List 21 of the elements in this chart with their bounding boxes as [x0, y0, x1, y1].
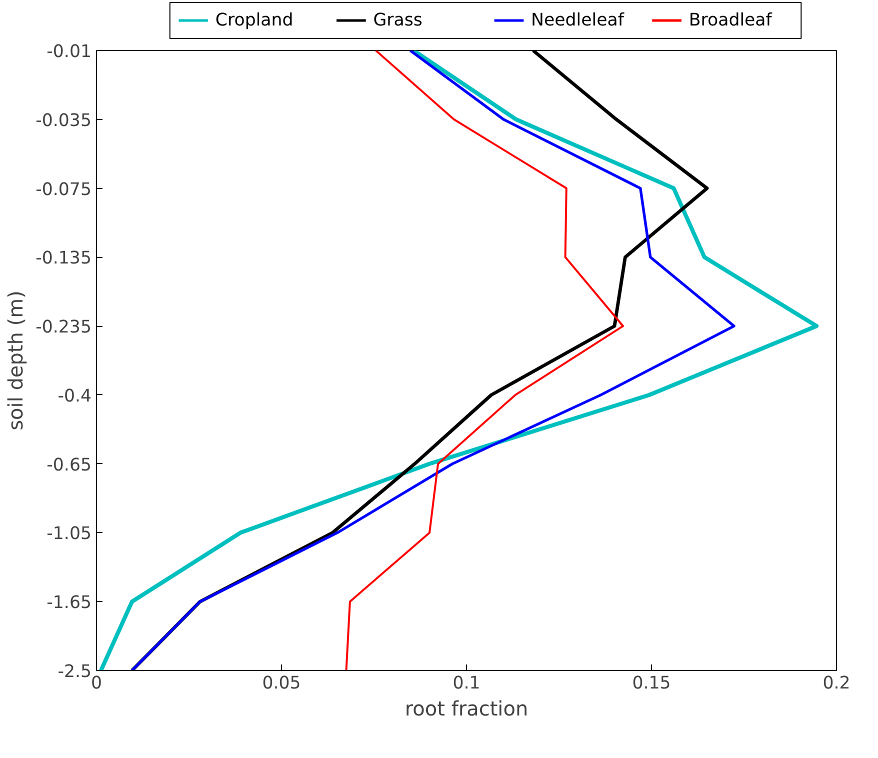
x-tick-label: 0.1	[452, 674, 480, 694]
y-tick-label: -1.05	[46, 524, 92, 544]
y-tick-label: -0.65	[46, 455, 92, 476]
legend-label: Needleleaf	[531, 10, 625, 30]
y-axis-title: soil depth (m)	[4, 290, 28, 430]
legend-label: Broadleaf	[688, 10, 773, 30]
x-tick-label: 0.15	[632, 674, 671, 694]
y-tick-label: -0.01	[46, 42, 92, 62]
y-tick-label: -0.135	[36, 248, 92, 269]
y-tick-label: -0.4	[58, 386, 92, 406]
y-tick-label: -2.5	[58, 662, 92, 682]
y-tick-label: -0.235	[36, 318, 92, 338]
legend-label: Cropland	[215, 10, 294, 30]
legend-label: Grass	[373, 10, 422, 30]
x-axis-title: root fraction	[404, 696, 528, 720]
x-tick-label: 0.2	[822, 674, 850, 694]
x-tick-label: 0.05	[262, 674, 301, 694]
y-tick-label: -0.075	[36, 180, 92, 200]
y-tick-label: -1.65	[46, 593, 92, 614]
y-tick-label: -0.035	[36, 110, 92, 131]
x-tick-label: 0	[90, 674, 102, 694]
